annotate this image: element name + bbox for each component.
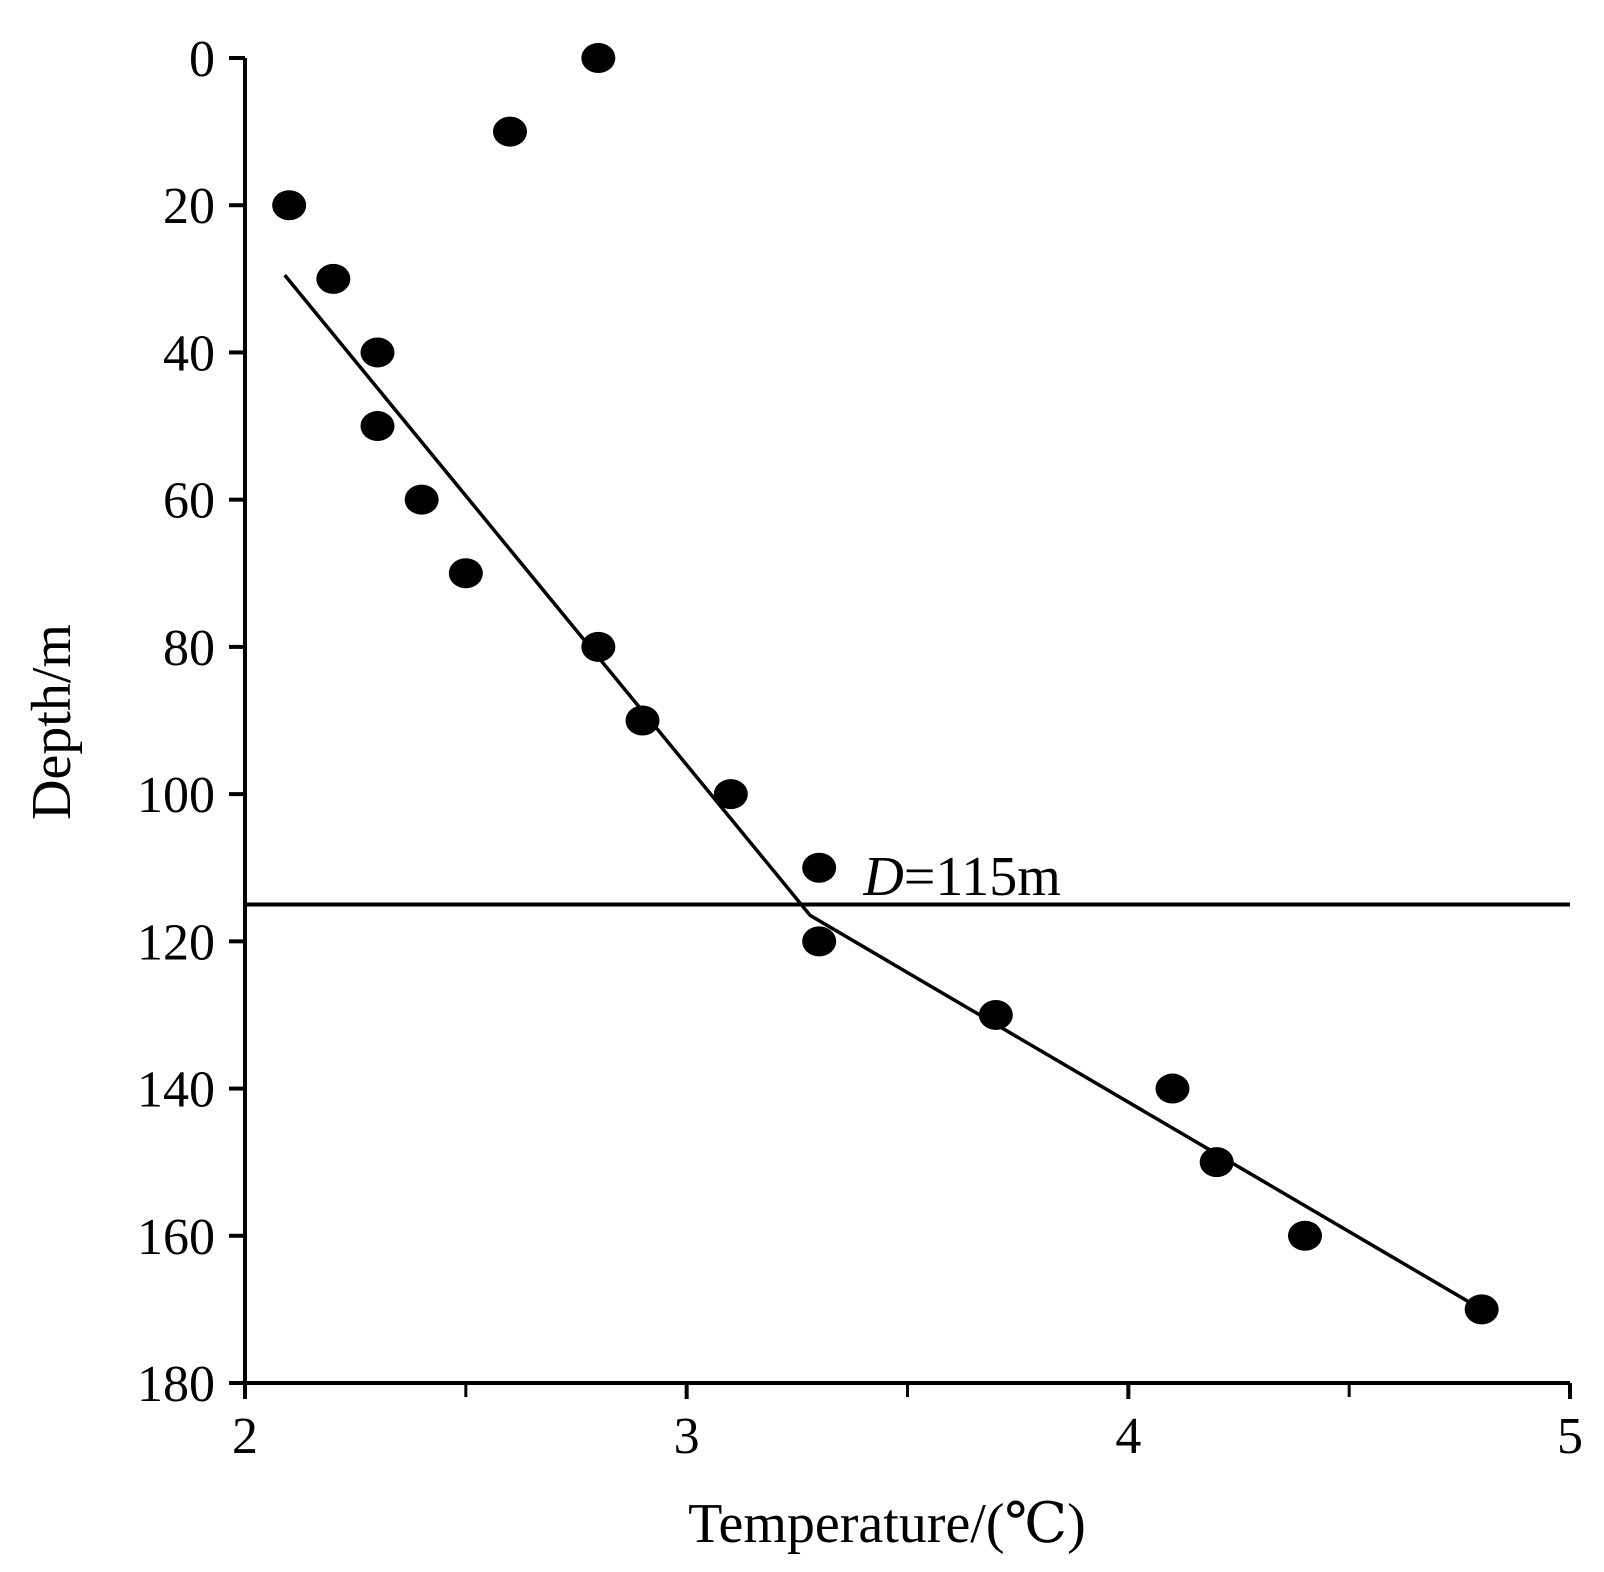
y-tick-label-120: 120 bbox=[137, 914, 215, 971]
x-tick-label-4: 4 bbox=[1115, 1408, 1141, 1465]
x-tick-label-5: 5 bbox=[1557, 1408, 1583, 1465]
y-tick-label-100: 100 bbox=[137, 767, 215, 824]
y-tick-label-180: 180 bbox=[137, 1356, 215, 1413]
data-point-1 bbox=[493, 116, 527, 147]
data-point-14 bbox=[1155, 1073, 1190, 1104]
y-axis-label: Depth/m bbox=[21, 624, 83, 820]
y-tick-label-20: 20 bbox=[163, 178, 215, 235]
data-point-7 bbox=[448, 558, 483, 589]
x-axis-label: Temperature/(℃) bbox=[688, 1493, 1086, 1555]
y-tick-label-80: 80 bbox=[163, 620, 215, 677]
data-point-6 bbox=[404, 484, 439, 515]
y-tick-label-0: 0 bbox=[189, 31, 215, 88]
data-point-16 bbox=[1288, 1220, 1322, 1251]
y-tick-label-160: 160 bbox=[137, 1209, 215, 1266]
data-point-12 bbox=[802, 926, 837, 957]
data-point-10 bbox=[713, 779, 748, 810]
y-tick-label-140: 140 bbox=[137, 1062, 215, 1119]
x-tick-label-2: 2 bbox=[232, 1408, 258, 1465]
data-point-13 bbox=[978, 999, 1013, 1030]
data-point-17 bbox=[1464, 1294, 1499, 1325]
data-point-9 bbox=[625, 705, 660, 736]
x-tick-label-3: 3 bbox=[674, 1408, 700, 1465]
data-point-4 bbox=[360, 337, 395, 368]
fit-line bbox=[283, 274, 1483, 1311]
data-point-8 bbox=[581, 631, 616, 662]
y-tick-label-60: 60 bbox=[163, 473, 215, 530]
data-point-3 bbox=[316, 263, 351, 294]
data-point-11 bbox=[802, 852, 837, 883]
annotation-0: D=115m bbox=[862, 846, 1061, 908]
data-point-2 bbox=[272, 190, 307, 221]
data-point-5 bbox=[360, 411, 395, 442]
y-tick-label-40: 40 bbox=[163, 325, 215, 382]
data-point-0 bbox=[581, 43, 616, 73]
plot-area: 0 20 40 60 80 100 120 140 160 180 2 3 4 5 D=115m bbox=[137, 31, 1583, 1465]
data-point-15 bbox=[1199, 1147, 1234, 1178]
